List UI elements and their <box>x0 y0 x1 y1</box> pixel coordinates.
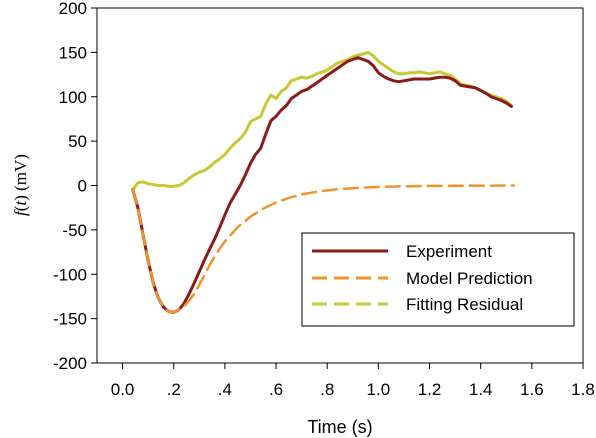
series-model-prediction <box>131 184 516 314</box>
x-axis-label: Time (s) <box>307 417 372 437</box>
x-tick-label: 1.2 <box>418 380 442 399</box>
series-experiment <box>131 56 513 314</box>
x-tick-label: 1.6 <box>520 380 544 399</box>
y-tick-label: 150 <box>59 43 87 62</box>
x-tick-label: 1.8 <box>571 380 595 399</box>
y-ticks: 200 150 100 50 0 -50 -100 -150 -200 <box>53 0 97 373</box>
x-tick-label: .8 <box>320 380 334 399</box>
x-tick-label: 0.0 <box>111 380 135 399</box>
x-tick-label: .2 <box>167 380 181 399</box>
series-layer <box>131 50 516 314</box>
y-axis-label: f(t) (mV) <box>11 154 30 216</box>
y-tick-label: 0 <box>78 177 87 196</box>
y-tick-label: 100 <box>59 88 87 107</box>
y-tick-label: 50 <box>68 132 87 151</box>
y-axis-label-var: t <box>11 200 30 206</box>
y-axis-label-func: f <box>11 209 30 216</box>
y-tick-label: -50 <box>62 221 87 240</box>
x-tick-label: .4 <box>218 380 232 399</box>
legend: Experiment Model Prediction Fitting Resi… <box>301 232 575 327</box>
y-axis-label-open: ( <box>11 205 30 211</box>
y-axis-label-unit: (mV) <box>11 154 30 191</box>
series-fitting-residual <box>131 50 513 192</box>
legend-label-model-prediction: Model Prediction <box>406 269 533 288</box>
legend-label-experiment: Experiment <box>406 242 492 261</box>
y-tick-label: -100 <box>53 265 87 284</box>
y-tick-label: 200 <box>59 0 87 18</box>
x-tick-label: 1.0 <box>367 380 391 399</box>
y-axis-label-close: ) <box>11 195 30 201</box>
x-ticks: 0.0 .2 .4 .6 .8 1.0 1.2 1.4 1.6 1.8 <box>111 363 595 399</box>
y-tick-label: -200 <box>53 354 87 373</box>
x-tick-label: .6 <box>269 380 283 399</box>
legend-label-fitting-residual: Fitting Residual <box>406 295 523 314</box>
y-tick-label: -150 <box>53 310 87 329</box>
x-tick-label: 1.4 <box>469 380 493 399</box>
